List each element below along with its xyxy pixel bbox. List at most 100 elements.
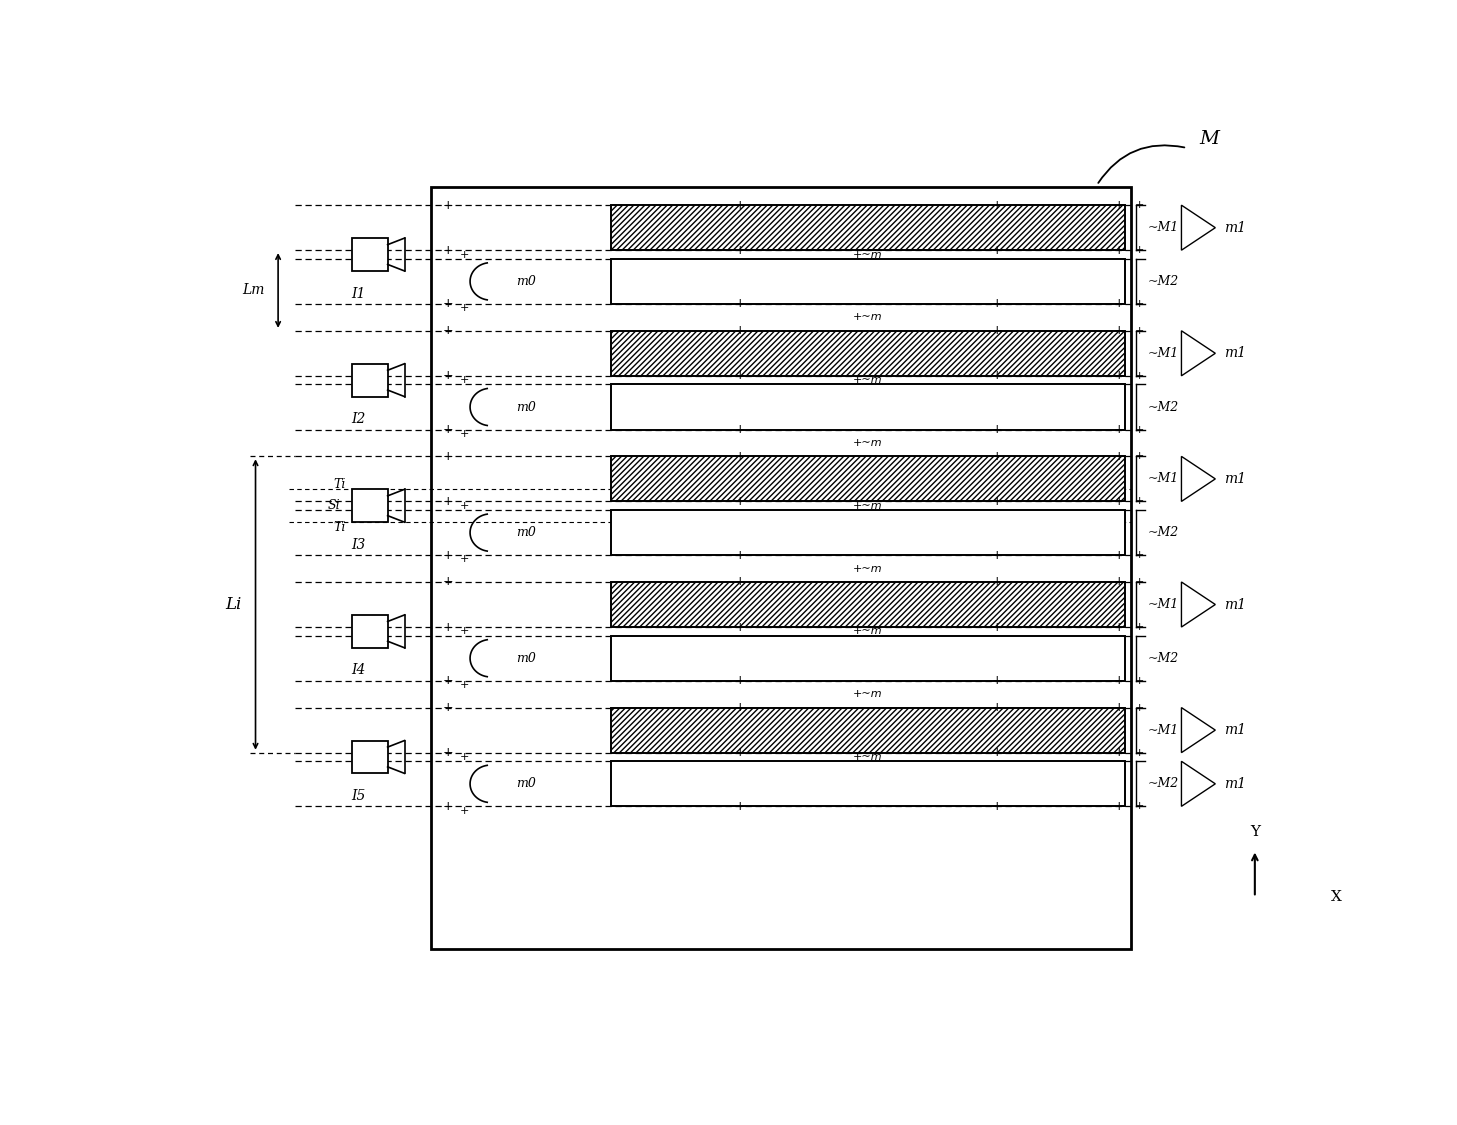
Text: m1: m1	[1224, 597, 1246, 612]
Text: +: +	[460, 304, 469, 313]
Text: I5: I5	[351, 789, 366, 803]
Text: ~M1: ~M1	[1148, 723, 1179, 737]
Bar	[612, 582, 1125, 627]
Bar	[612, 385, 1125, 430]
Text: ~M1: ~M1	[1148, 222, 1179, 234]
Text: +: +	[734, 495, 745, 507]
Text: +: +	[441, 495, 453, 507]
Text: +: +	[441, 549, 453, 561]
Text: Li: Li	[226, 596, 242, 613]
Text: +: +	[441, 423, 453, 436]
Text: +: +	[441, 244, 453, 256]
Text: +: +	[734, 549, 745, 561]
Text: ~M2: ~M2	[1148, 526, 1179, 539]
Text: I3: I3	[351, 538, 366, 551]
Text: +: +	[734, 297, 745, 310]
Text: +: +	[1115, 369, 1125, 382]
Text: +: +	[1135, 326, 1144, 335]
Text: +: +	[441, 324, 453, 338]
Text: +: +	[734, 800, 745, 813]
Bar	[351, 363, 388, 397]
Text: +: +	[991, 576, 1002, 588]
Text: +: +	[441, 576, 453, 588]
Text: +: +	[991, 324, 1002, 338]
Bar	[612, 331, 1125, 376]
Text: +: +	[991, 297, 1002, 310]
Text: +~m: +~m	[854, 438, 883, 448]
Text: +: +	[441, 199, 453, 212]
Text: +: +	[460, 681, 469, 690]
Text: m0: m0	[516, 526, 536, 539]
Text: +: +	[734, 701, 745, 714]
Text: +~m: +~m	[854, 627, 883, 637]
Text: +: +	[460, 429, 469, 439]
Text: I1: I1	[351, 287, 366, 300]
Text: m0: m0	[516, 651, 536, 665]
Text: +: +	[460, 375, 469, 385]
Text: +: +	[1115, 621, 1125, 633]
Text: +: +	[441, 450, 453, 462]
Text: +: +	[734, 621, 745, 633]
Text: +~m: +~m	[854, 564, 883, 574]
Text: +: +	[734, 199, 745, 212]
Text: +: +	[991, 674, 1002, 687]
Bar	[612, 510, 1125, 555]
Text: +: +	[1135, 299, 1144, 309]
Text: +: +	[1115, 199, 1125, 212]
Text: X: X	[1330, 890, 1342, 904]
Text: +: +	[1115, 244, 1125, 256]
Text: m1: m1	[1224, 220, 1246, 235]
Text: +: +	[441, 800, 453, 813]
Bar	[351, 615, 388, 648]
Text: +: +	[1115, 423, 1125, 436]
Text: +: +	[460, 250, 469, 260]
Bar	[612, 457, 1125, 502]
Text: +~m: +~m	[854, 690, 883, 699]
Text: +: +	[1135, 801, 1144, 811]
Text: +: +	[1135, 424, 1144, 434]
Bar	[612, 636, 1125, 681]
Text: +: +	[991, 244, 1002, 256]
Bar	[612, 708, 1125, 753]
Text: +: +	[1115, 674, 1125, 687]
Text: +: +	[991, 746, 1002, 759]
Text: +: +	[441, 369, 453, 382]
Text: +: +	[991, 800, 1002, 813]
Bar	[612, 205, 1125, 250]
Text: +: +	[441, 701, 453, 714]
Text: m1: m1	[1224, 777, 1246, 791]
Text: m1: m1	[1224, 346, 1246, 360]
Text: +: +	[734, 576, 745, 588]
Bar	[612, 762, 1125, 807]
Text: +: +	[1115, 495, 1125, 507]
Text: ~M2: ~M2	[1148, 651, 1179, 665]
Text: +: +	[1135, 200, 1144, 210]
Text: m1: m1	[1224, 471, 1246, 486]
Text: +: +	[1135, 496, 1144, 506]
Text: +: +	[734, 244, 745, 256]
Text: ~M2: ~M2	[1148, 777, 1179, 791]
Text: +: +	[460, 806, 469, 816]
Text: +: +	[1135, 676, 1144, 686]
Text: +~m: +~m	[854, 501, 883, 511]
Text: I4: I4	[351, 664, 366, 677]
Bar	[351, 489, 388, 522]
Text: +: +	[1135, 622, 1144, 632]
Text: +: +	[441, 674, 453, 687]
Text: +: +	[460, 627, 469, 637]
Text: ~M2: ~M2	[1148, 400, 1179, 414]
Text: ~M1: ~M1	[1148, 598, 1179, 611]
Text: +: +	[991, 621, 1002, 633]
Text: +: +	[991, 450, 1002, 462]
Text: m0: m0	[516, 274, 536, 288]
Bar	[351, 238, 388, 271]
Text: +: +	[441, 621, 453, 633]
Text: +: +	[1135, 550, 1144, 560]
Text: +: +	[734, 423, 745, 436]
Text: +: +	[460, 752, 469, 762]
Text: ~M1: ~M1	[1148, 346, 1179, 360]
Text: +: +	[734, 674, 745, 687]
Text: +: +	[1115, 297, 1125, 310]
Text: I2: I2	[351, 412, 366, 426]
Text: +: +	[1135, 371, 1144, 381]
